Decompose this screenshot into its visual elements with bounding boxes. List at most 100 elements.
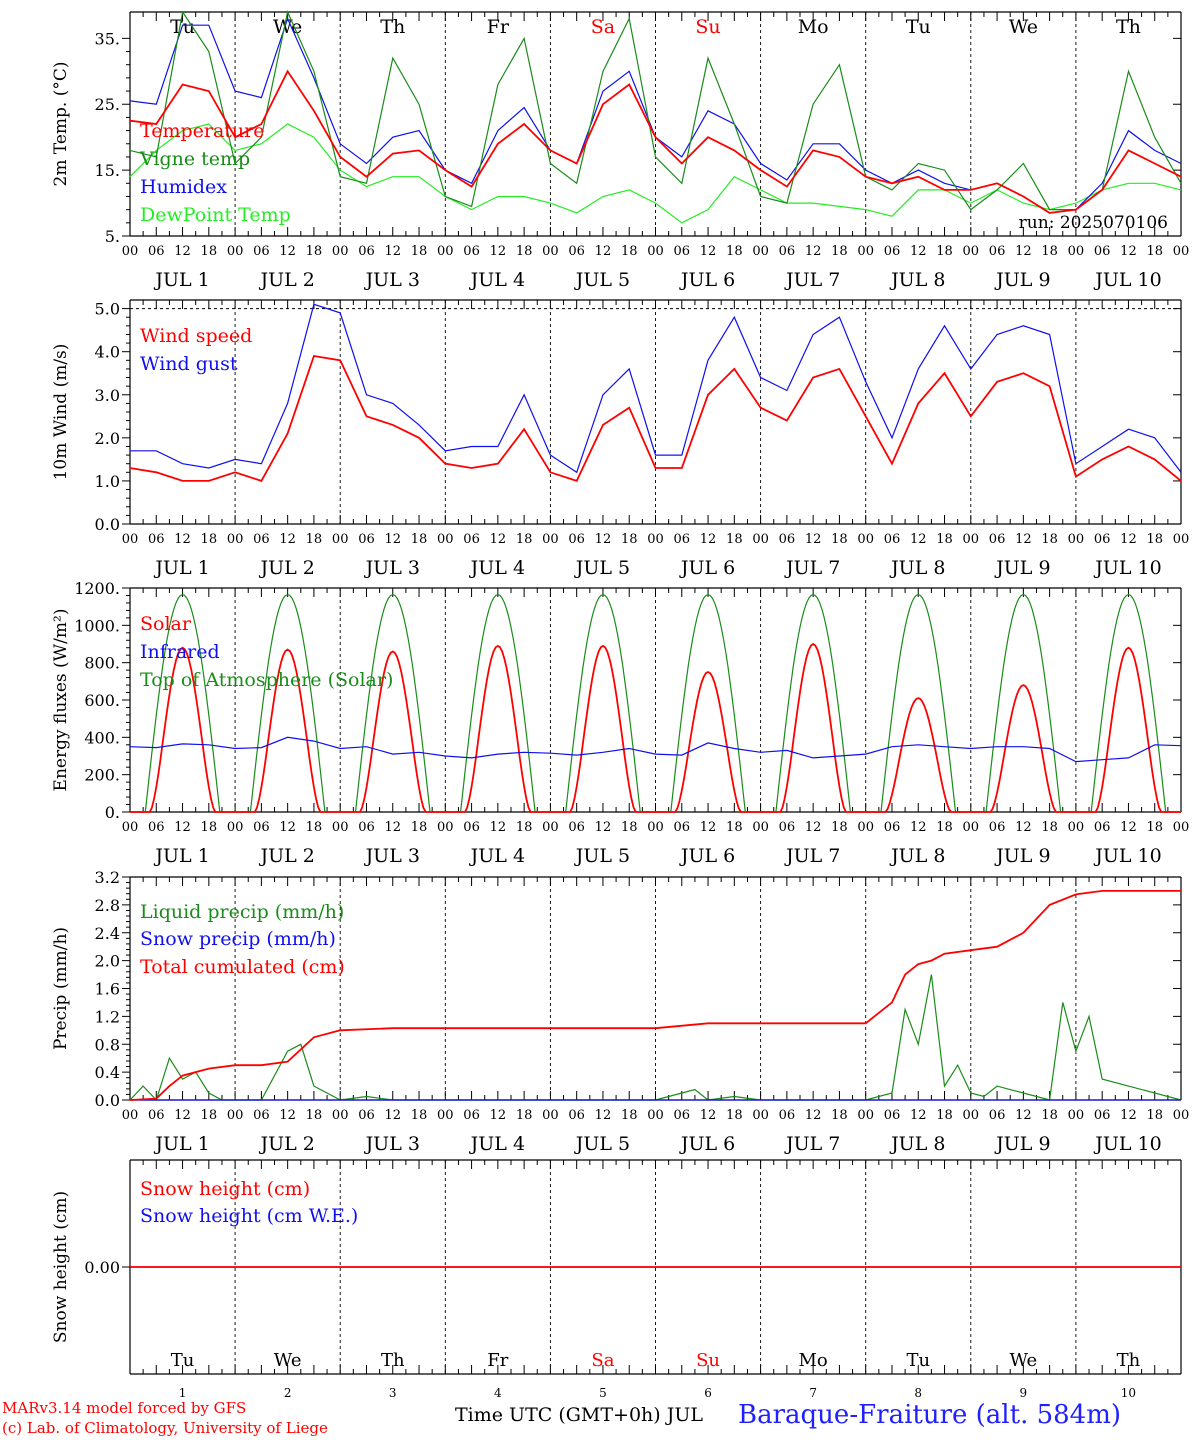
day-name: Th [380,16,405,38]
date-label: JUL 6 [679,1133,735,1155]
date-label: JUL 8 [889,557,945,579]
legend-entry: Solar [140,613,192,635]
hour-label: 18 [621,820,638,835]
hour-label: 18 [936,532,953,547]
hour-label: 18 [831,532,848,547]
y-tick-label: 600. [84,691,120,710]
hour-label: 12 [700,244,717,259]
legend-entry: Snow height (cm W.E.) [140,1205,358,1227]
hour-label: 06 [989,820,1006,835]
date-label: JUL 6 [679,845,735,867]
day-name: Su [696,1350,720,1371]
bottom-date: 4 [494,1386,502,1400]
hour-label: 18 [1041,244,1058,259]
hour-label: 00 [752,532,769,547]
hour-label: 00 [542,1108,559,1123]
day-name: Th [1117,1350,1141,1371]
hour-label: 12 [1015,532,1032,547]
hour-label: 00 [227,1108,244,1123]
date-label: JUL 10 [1093,1133,1161,1155]
hour-label: 18 [411,820,428,835]
day-name-row: Tu We Th Fr Sa Su Mo Tu We Th [171,1350,1141,1371]
hour-label: 12 [910,244,927,259]
hour-label: 12 [279,244,296,259]
hour-label: 06 [358,1108,375,1123]
hour-label: 06 [568,532,585,547]
date-label: JUL 4 [469,1133,525,1155]
y-tick-label: 2.4 [95,924,120,943]
date-label: JUL 9 [994,845,1050,867]
hour-label: 12 [700,1108,717,1123]
y-tick-label: 0.00 [84,1258,120,1277]
hour-label: 12 [279,532,296,547]
hour-label: 06 [568,1108,585,1123]
hour-label: 18 [1146,1108,1163,1123]
temp-panel: 5. 15. 25. 35. 2m Temp. (°C) [51,11,1182,246]
date-label: JUL 9 [994,557,1050,579]
day-name: Sa [591,1350,614,1371]
bottom-date: 5 [599,1386,607,1400]
hour-label: 12 [700,820,717,835]
hour-label: 00 [963,244,980,259]
date-label: JUL 3 [364,269,420,291]
hour-label: 18 [936,1108,953,1123]
hour-label: 18 [1041,820,1058,835]
hour-label: 00 [647,1108,664,1123]
date-label: JUL 6 [679,557,735,579]
bottom-date: 6 [704,1386,712,1400]
hour-label: 00 [1173,1108,1190,1123]
legend-entry: DewPoint Temp [140,204,291,226]
y-tick-label: 200. [84,766,120,785]
hour-label: 06 [674,820,691,835]
hour-label: 00 [437,1108,454,1123]
hour-label: 06 [884,532,901,547]
hour-label: 18 [831,244,848,259]
date-label: JUL 9 [994,1133,1050,1155]
temp-legend: Temperature Vigne temp Humidex DewPoint Tem… [139,120,291,226]
hour-label: 18 [306,820,323,835]
date-label: JUL 10 [1093,557,1161,579]
bottom-date: 1 [179,1386,187,1400]
y-tick-label: 2.8 [95,896,120,915]
day-name: Th [381,1350,405,1371]
date-label: JUL 2 [258,269,314,291]
y-tick-label: 2.0 [95,952,120,971]
hour-label: 18 [726,244,743,259]
y-tick-label: 0.0 [95,1091,120,1110]
y-tick-label: 5.0 [95,300,120,319]
date-label: JUL 5 [574,1133,630,1155]
hour-label: 00 [332,244,349,259]
hour-label: 00 [122,244,139,259]
hour-label: 06 [253,532,270,547]
hour-label: 06 [358,532,375,547]
date-label: JUL 5 [574,269,630,291]
run-annotation: run: 2025070106 [1019,213,1168,233]
hour-label: 12 [595,532,612,547]
hour-label: 06 [568,244,585,259]
hour-label: 00 [1173,820,1190,835]
hour-label: 00 [752,244,769,259]
hour-label: 12 [805,532,822,547]
hour-label: 12 [595,820,612,835]
hour-label: 12 [1120,244,1137,259]
hour-label: 18 [306,1108,323,1123]
hour-label-row: 00 06 12 18 00 06 12 18 00 06 12 18 00 06 12 18 00 06 12 18… [122,532,1190,579]
hour-label: 06 [463,532,480,547]
series-line [129,736,1182,763]
hour-label: 18 [621,244,638,259]
hour-label: 00 [542,532,559,547]
day-name: Sa [591,16,615,38]
legend-entry: Wind speed [140,325,252,347]
hour-label: 06 [253,1108,270,1123]
hour-label: 06 [1094,244,1111,259]
day-name-row: Tu We Th Fr Sa Su Mo Tu We Th [170,16,1141,38]
date-label: JUL 2 [258,557,314,579]
day-name: Mo [799,1350,828,1371]
lab-credit: (c) Lab. of Climatology, University of L… [2,1419,328,1437]
hour-label: 18 [516,244,533,259]
hour-label: 18 [411,244,428,259]
date-label: JUL 8 [889,845,945,867]
model-credit: MARv3.14 model forced by GFS [2,1399,247,1417]
hour-label: 18 [201,532,218,547]
